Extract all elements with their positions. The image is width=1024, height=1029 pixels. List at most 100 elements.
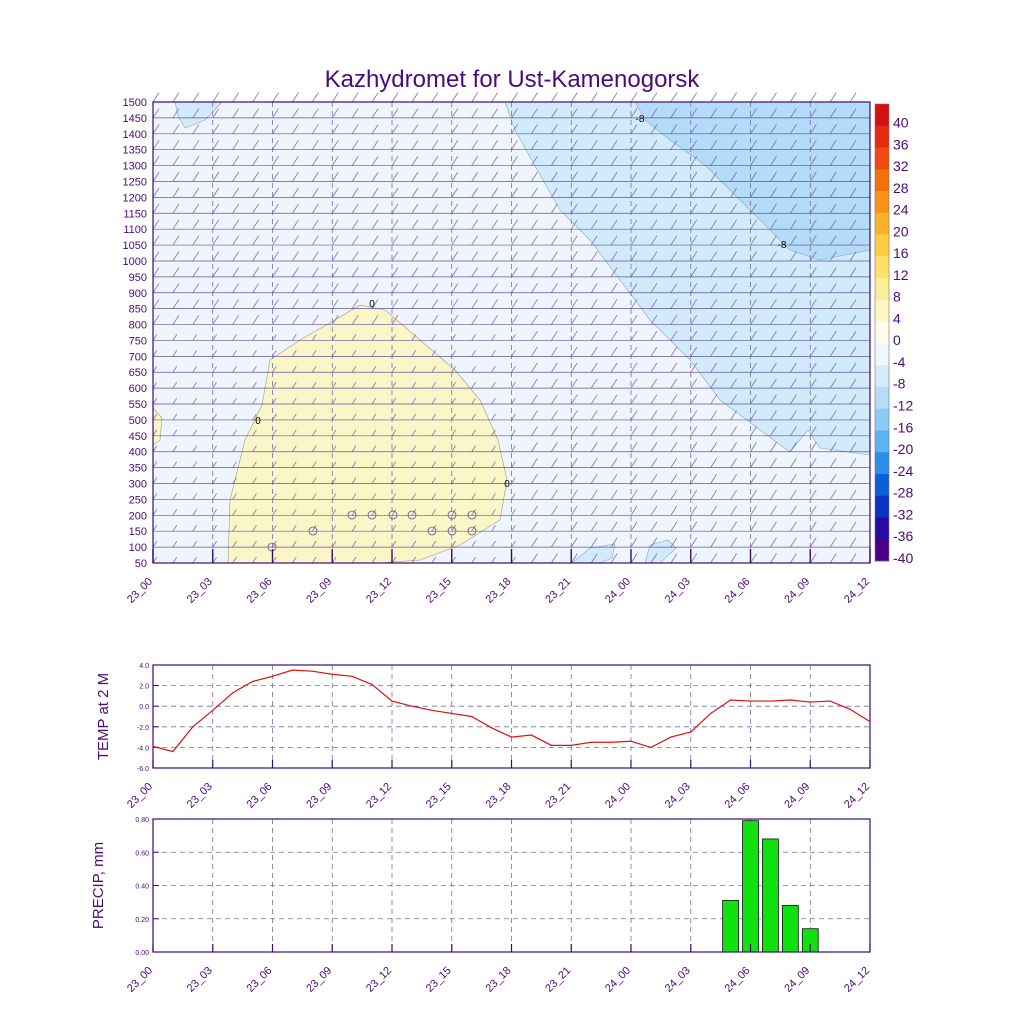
y-tick-label: 150 [129, 526, 147, 538]
y-tick-label: 650 [129, 367, 147, 379]
calm-wind-circle [347, 510, 357, 520]
precip-y-tick-label: 0.80 [135, 817, 149, 824]
temp-x-tick-label: 23_12 [364, 781, 394, 811]
cross-x-tick-label: 23_12 [364, 576, 394, 606]
colorbar-swatch [875, 147, 889, 170]
temp-y-tick-label: 4.0 [139, 663, 149, 670]
colorbar-label: -28 [893, 485, 913, 501]
y-tick-label: 250 [129, 494, 147, 506]
colorbar-frame [874, 103, 890, 562]
wind-barb-field [152, 92, 857, 564]
colorbar-swatch [875, 104, 889, 127]
temp-point [152, 745, 154, 747]
temp-point [530, 734, 533, 736]
colorbar-label: 20 [893, 223, 909, 239]
temp-point [251, 680, 254, 683]
colorbar: 4036322824201612840-4-8-12-16-20-24-28-3… [874, 103, 913, 566]
temp-point [331, 673, 333, 675]
colorbar-label: -40 [893, 550, 913, 566]
colorbar-swatch [875, 473, 889, 497]
temp-y-tick-label: 2.0 [139, 684, 149, 691]
temp-x-tick-label: 23_06 [245, 781, 275, 811]
temp-point [510, 736, 513, 738]
cross-x-tick-label: 24_03 [663, 576, 693, 606]
wind-barbs [152, 92, 857, 564]
cross-x-tick-label: 24_12 [842, 576, 872, 606]
cross-x-tick-label: 23_18 [484, 576, 514, 606]
y-tick-label: 400 [129, 447, 147, 459]
temp-point [630, 740, 632, 742]
temp-point [590, 741, 592, 743]
colorbar-label: -8 [893, 376, 906, 392]
y-tick-label: 1050 [123, 240, 147, 252]
temp-x-tick-label: 23_00 [125, 781, 155, 811]
cross-section-x-ticks: 23_00 23_03 23_06 23_09 23_12 23_15 23_18 23_21… [125, 576, 872, 606]
precip-x-tick-label: 24_00 [603, 965, 633, 995]
colorbar-label: -16 [893, 419, 913, 435]
temp-point [311, 670, 313, 672]
colorbar-swatch [875, 125, 889, 148]
temp-x-tick-label: 24_06 [723, 781, 753, 811]
colorbar-label: 0 [893, 332, 901, 348]
temp-x-tick-label: 23_09 [304, 781, 334, 811]
colorbar-label: -12 [893, 397, 913, 413]
temperature-panel: 4.0 2.0 0.0 -2.0 -4.0 -6.0 TEMP at 2 M 23_00 23_… [95, 663, 872, 811]
temp-x-tick-label: 23_21 [543, 781, 573, 811]
precipitation-panel: 0.80 0.60 0.40 0.20 0.00 PRECIP, mm 23_00 23_03… [90, 817, 872, 995]
precip-bar [722, 900, 739, 953]
contour-label: 0 [504, 479, 510, 490]
y-tick-label: 200 [129, 510, 147, 522]
cross-section-y-ticks: 50 100 150 200 250 300 350 400 450 500 550 600 650 70… [123, 97, 147, 570]
temp-x-tick-label: 24_00 [603, 781, 633, 811]
temp-point [192, 726, 194, 728]
temp-point [291, 669, 294, 671]
precip-x-tick-label: 24_09 [782, 965, 812, 995]
precip-x-tick-label: 24_12 [842, 965, 872, 995]
precip-x-tick-label: 23_06 [245, 965, 275, 995]
y-tick-label: 850 [129, 304, 147, 316]
y-tick-label: 1400 [123, 129, 147, 141]
colorbar-label: -4 [893, 354, 906, 370]
temp-y-tick-label: -6.0 [137, 766, 149, 773]
colorbar-swatch [875, 321, 889, 344]
colorbar-swatch [875, 408, 889, 431]
temp-point [371, 683, 373, 686]
precip-x-tick-label: 23_18 [484, 965, 514, 995]
calm-wind-circle [427, 526, 437, 536]
temp-point [212, 709, 214, 711]
colorbar-label: 36 [893, 136, 909, 152]
temp-x-tick-label: 24_09 [782, 781, 812, 811]
y-tick-label: 1200 [123, 192, 147, 204]
calm-wind-circle [388, 510, 398, 520]
cross-x-tick-label: 23_00 [125, 576, 155, 606]
precip-y-tick-label: 0.00 [135, 950, 149, 957]
colorbar-swatch [875, 495, 889, 518]
colorbar-label: 24 [893, 202, 909, 218]
precip-x-tick-label: 23_21 [543, 965, 573, 995]
y-tick-label: 900 [129, 288, 147, 300]
calm-wind-circle [467, 510, 477, 520]
colorbar-label: -36 [893, 528, 913, 544]
colorbar-swatch [875, 386, 889, 409]
precip-bar [781, 905, 799, 953]
precip-x-tick-label: 24_06 [723, 965, 753, 995]
precip-y-tick-label: 0.60 [135, 850, 149, 857]
contour-label: 0 [255, 416, 261, 427]
precip-y-tick-label: 0.20 [135, 917, 149, 924]
y-tick-label: 1450 [123, 113, 147, 125]
cross-x-tick-label: 23_09 [304, 576, 334, 606]
temp-y-tick-label: -2.0 [137, 725, 149, 732]
temp-point [650, 746, 652, 749]
colorbar-label: -20 [893, 441, 913, 457]
temp-point [690, 731, 692, 733]
precip-x-tick-label: 24_03 [663, 965, 693, 995]
temp-x-tick-label: 24_12 [842, 781, 872, 811]
temp-point [829, 700, 831, 702]
precip-x-tick-label: 23_03 [185, 965, 215, 995]
colorbar-label: -24 [893, 463, 913, 479]
calm-wind-circle [367, 510, 377, 520]
cross-x-tick-label: 24_06 [723, 576, 753, 606]
colorbar-swatch [875, 539, 889, 562]
cross-section-panel: 000-8-8 50100150200250300350400450500550… [123, 92, 913, 606]
